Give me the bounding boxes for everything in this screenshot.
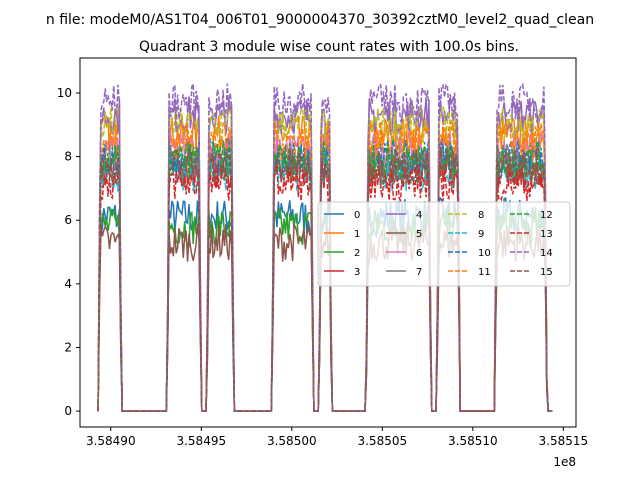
legend-label: 11: [478, 267, 491, 278]
plot-frame: [79, 57, 577, 428]
legend-label: 7: [416, 267, 422, 278]
x-tick-label: 3.58510: [448, 434, 498, 448]
series-line-14: [97, 82, 553, 412]
y-axis: 0 2 4 6 8 10: [57, 86, 80, 418]
legend-label: 2: [354, 248, 360, 259]
legend-label: 3: [354, 267, 360, 278]
y-tick-label: 10: [57, 86, 72, 100]
series-line-15: [97, 148, 553, 412]
legend-label: 14: [540, 248, 553, 259]
legend-label: 1: [354, 229, 360, 240]
legend-label: 8: [478, 210, 484, 221]
legend-label: 12: [540, 210, 553, 221]
legend-label: 5: [416, 229, 422, 240]
legend-label: 9: [478, 229, 484, 240]
legend-label: 13: [540, 229, 553, 240]
legend-label: 4: [416, 210, 422, 221]
x-tick-label: 3.58500: [267, 434, 317, 448]
x-tick-label: 3.58515: [539, 434, 589, 448]
x-tick-label: 3.58505: [357, 434, 407, 448]
y-tick-label: 4: [64, 277, 72, 291]
x-tick-label: 3.58495: [176, 434, 226, 448]
x-tick-label: 3.58490: [86, 434, 136, 448]
x-axis: 3.58490 3.58495 3.58500 3.58505 3.58510 3.585…: [86, 427, 588, 448]
y-tick-label: 6: [64, 213, 72, 227]
x-offset-label: 1e8: [553, 455, 576, 469]
chart-title: Quadrant 3 module wise count rates with …: [139, 39, 519, 55]
y-tick-label: 2: [64, 340, 72, 354]
legend-box: [317, 201, 571, 287]
y-tick-label: 0: [64, 404, 72, 418]
legend-label: 15: [540, 267, 553, 278]
y-tick-label: 8: [64, 150, 72, 164]
legend-label: 6: [416, 248, 422, 259]
legend-label: 0: [354, 210, 360, 221]
suptitle: n file: modeM0/AS1T04_006T01_9000004370_…: [46, 12, 594, 28]
legend-label: 10: [478, 248, 491, 259]
